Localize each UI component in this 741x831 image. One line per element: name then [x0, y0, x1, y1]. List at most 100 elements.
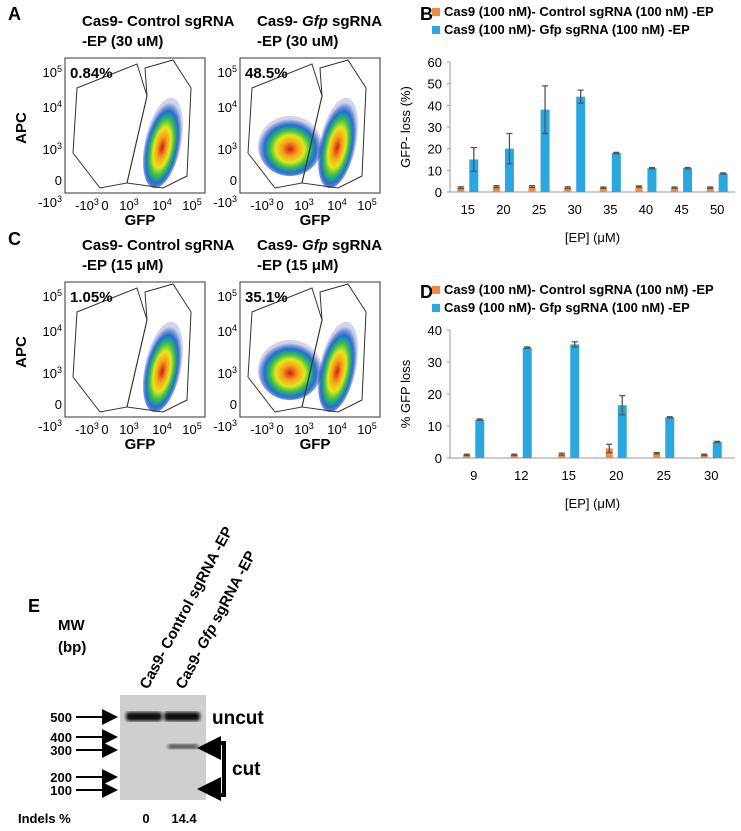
tick-exponent: 4 — [232, 323, 237, 333]
tick-label: 103 — [119, 421, 138, 437]
error-bar — [701, 453, 708, 457]
plot-title: Cas9- Gfp sgRNA — [257, 13, 382, 30]
tick-label: -103 — [250, 421, 274, 437]
tick-base: 10 — [43, 100, 57, 115]
bar — [457, 187, 465, 192]
error-bar — [671, 186, 678, 189]
bar — [463, 454, 471, 458]
tick-label: 0 — [101, 422, 108, 437]
bar — [647, 168, 657, 192]
plot-title-part: -EP (15 μM) — [82, 257, 163, 274]
x-tick-label: 30 — [567, 202, 581, 217]
plot-title-part: -EP (30 uM) — [82, 33, 163, 50]
tick-exponent: 3 — [94, 197, 99, 207]
x-axis-label: [EP] (μM) — [565, 230, 620, 245]
tick-label: 104 — [327, 197, 346, 213]
tick-exponent: 5 — [372, 421, 377, 431]
plot-title-part: Cas9- Control sgRNA — [82, 237, 235, 254]
tick-base: -10 — [250, 198, 269, 213]
tick-base: 10 — [182, 422, 196, 437]
plot-title-part: Cas9- Control sgRNA — [82, 13, 235, 30]
tick-exponent: 3 — [94, 421, 99, 431]
gel-band — [126, 712, 162, 721]
tick-base: 0 — [230, 397, 237, 412]
tick-label: 103 — [294, 421, 313, 437]
tick-exponent: 5 — [232, 64, 237, 74]
tick-label: -103 — [213, 194, 237, 210]
tick-exponent: 3 — [269, 421, 274, 431]
tick-base: 10 — [218, 366, 232, 381]
tick-base: 10 — [327, 198, 341, 213]
gate-percent: 0.84% — [70, 65, 113, 82]
bar — [611, 153, 621, 192]
tick-label: -103 — [75, 197, 99, 213]
error-bar — [529, 185, 536, 189]
error-bar — [606, 443, 613, 454]
tick-label: 0 — [101, 198, 108, 213]
tick-base: 10 — [119, 422, 133, 437]
error-bar — [558, 452, 565, 456]
density — [258, 116, 322, 176]
x-tick-label: 15 — [562, 468, 576, 483]
x-tick-label: 20 — [496, 202, 510, 217]
legend-label: Cas9 (100 nM)- Control sgRNA (100 nM) -E… — [444, 4, 714, 19]
tick-base: 10 — [119, 198, 133, 213]
panel-label: D — [420, 282, 433, 302]
x-tick-label: 35 — [603, 202, 617, 217]
tick-exponent: 4 — [342, 421, 347, 431]
x-tick-label: 25 — [532, 202, 546, 217]
tick-exponent: 5 — [372, 197, 377, 207]
bar — [475, 419, 485, 458]
tick-label: -103 — [75, 421, 99, 437]
gel-band — [168, 744, 198, 749]
bracket — [215, 741, 226, 797]
tick-label: 0 — [55, 397, 62, 412]
mw-marker: 200 — [50, 770, 72, 785]
legend-swatch — [432, 26, 440, 34]
error-bar — [542, 85, 549, 135]
tick-label: 0 — [55, 173, 62, 188]
tick-base: 10 — [357, 198, 371, 213]
tick-label: 0 — [276, 422, 283, 437]
tick-exponent: 5 — [197, 197, 202, 207]
tick-exponent: 3 — [232, 194, 237, 204]
x-axis-label: GFP — [300, 436, 331, 453]
mw-marker: 400 — [50, 730, 72, 745]
tick-label: 105 — [182, 197, 201, 213]
tick-label: 105 — [43, 64, 62, 80]
indels-label: Indels % — [18, 811, 71, 826]
tick-exponent: 3 — [134, 197, 139, 207]
bar — [504, 148, 514, 192]
tick-label: 104 — [43, 99, 62, 115]
plot-title: -EP (15 μM) — [257, 257, 338, 274]
tick-base: 0 — [55, 173, 62, 188]
tick-label: 0 — [276, 198, 283, 213]
tick-base: 10 — [43, 65, 57, 80]
tick-base: 10 — [43, 142, 57, 157]
tick-label: 104 — [43, 323, 62, 339]
tick-base: -10 — [75, 198, 94, 213]
tick-exponent: 5 — [232, 288, 237, 298]
legend-label: Cas9 (100 nM)- Gfp sgRNA (100 nM) -EP — [444, 300, 690, 315]
error-bar — [470, 146, 477, 173]
tick-exponent: 3 — [57, 141, 62, 151]
bar — [570, 344, 580, 458]
tick-base: 10 — [218, 142, 232, 157]
error-bar — [571, 341, 578, 348]
tick-exponent: 3 — [269, 197, 274, 207]
tick-label: 105 — [218, 288, 237, 304]
tick-label: 105 — [357, 421, 376, 437]
plot-title-part: Gfp — [302, 13, 328, 30]
y-axis-label: GFP- loss (%) — [398, 86, 413, 168]
density — [317, 321, 359, 413]
tick-base: -10 — [38, 195, 57, 210]
legend-swatch — [432, 304, 440, 312]
bar — [522, 347, 532, 458]
density — [142, 97, 184, 189]
error-bar — [457, 186, 464, 190]
tick-base: -10 — [75, 422, 94, 437]
tick-base: 10 — [357, 422, 371, 437]
tick-base: 10 — [327, 422, 341, 437]
panel-label: B — [420, 4, 433, 24]
